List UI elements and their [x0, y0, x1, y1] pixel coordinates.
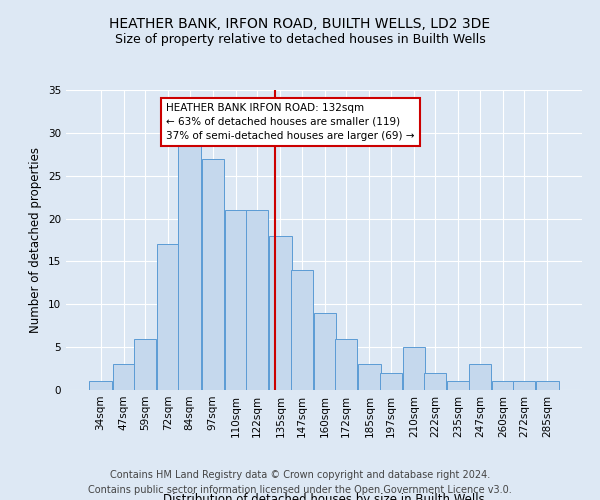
Bar [89, 382, 112, 390]
Bar [225, 210, 247, 390]
Bar [202, 158, 224, 390]
Bar [134, 338, 156, 390]
Bar [447, 382, 470, 390]
Bar [335, 338, 358, 390]
Bar [513, 382, 535, 390]
Text: HEATHER BANK, IRFON ROAD, BUILTH WELLS, LD2 3DE: HEATHER BANK, IRFON ROAD, BUILTH WELLS, … [109, 18, 491, 32]
Bar [424, 373, 446, 390]
Bar [246, 210, 268, 390]
Bar [492, 382, 514, 390]
Bar [536, 382, 559, 390]
Text: HEATHER BANK IRFON ROAD: 132sqm
← 63% of detached houses are smaller (119)
37% o: HEATHER BANK IRFON ROAD: 132sqm ← 63% of… [166, 103, 415, 141]
Y-axis label: Number of detached properties: Number of detached properties [29, 147, 43, 333]
Text: Size of property relative to detached houses in Builth Wells: Size of property relative to detached ho… [115, 32, 485, 46]
Bar [403, 347, 425, 390]
Text: Contains HM Land Registry data © Crown copyright and database right 2024.
Contai: Contains HM Land Registry data © Crown c… [88, 470, 512, 495]
Bar [358, 364, 380, 390]
Bar [113, 364, 135, 390]
Bar [469, 364, 491, 390]
Bar [290, 270, 313, 390]
Bar [380, 373, 402, 390]
Bar [178, 142, 201, 390]
Bar [314, 313, 336, 390]
Bar [269, 236, 292, 390]
Bar [157, 244, 179, 390]
X-axis label: Distribution of detached houses by size in Builth Wells: Distribution of detached houses by size … [163, 492, 485, 500]
